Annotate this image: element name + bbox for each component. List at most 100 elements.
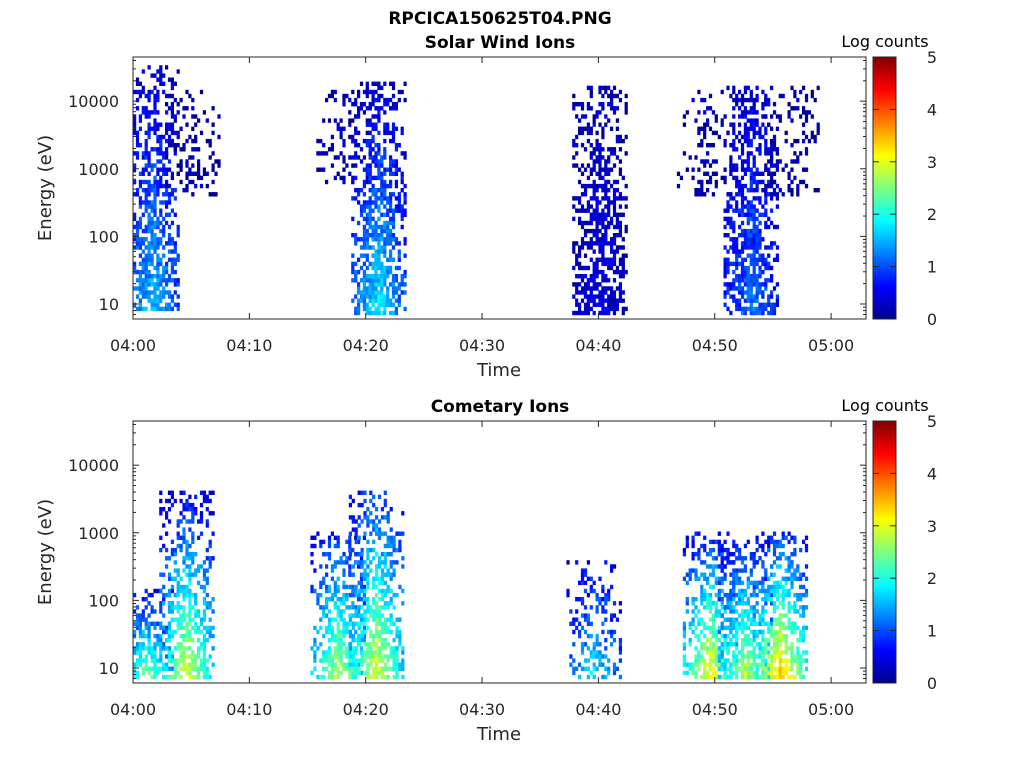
- spectrogram-cell: [176, 543, 180, 549]
- spectrogram-cell: [618, 646, 623, 651]
- spectrogram-cell: [336, 621, 340, 626]
- spectrogram-cell: [572, 666, 576, 671]
- spectrogram-cell: [595, 159, 599, 164]
- spectrogram-cell: [374, 163, 378, 168]
- spectrogram-cell: [144, 646, 148, 651]
- spectrogram-cell: [700, 138, 704, 144]
- spectrogram-cell: [133, 629, 137, 635]
- spectrogram-cell: [775, 192, 780, 197]
- spectrogram-cell: [366, 625, 370, 631]
- spectrogram-cell: [363, 670, 367, 676]
- spectrogram-cell: [386, 658, 390, 663]
- spectrogram-cell: [366, 552, 370, 557]
- spectrogram-cell: [211, 646, 215, 651]
- spectrogram-cell: [167, 138, 172, 144]
- spectrogram-cell: [598, 200, 602, 205]
- spectrogram-cell: [615, 249, 620, 254]
- spectrogram-cell: [365, 118, 369, 123]
- spectrogram-cell: [197, 147, 201, 152]
- spectrogram-cell: [144, 617, 148, 622]
- spectrogram-cell: [772, 192, 777, 197]
- spectrogram-cell: [767, 621, 771, 626]
- spectrogram-cell: [395, 666, 399, 671]
- spectrogram-cell: [720, 588, 724, 594]
- spectrogram-cell: [348, 629, 353, 635]
- spectrogram-cell: [604, 666, 608, 671]
- spectrogram-cell: [182, 613, 186, 618]
- spectrogram-cell: [772, 650, 777, 655]
- spectrogram-cell: [790, 143, 794, 148]
- spectrogram-cell: [342, 666, 346, 671]
- spectrogram-cell: [357, 200, 361, 205]
- spectrogram-cell: [398, 617, 402, 622]
- spectrogram-cell: [386, 539, 390, 545]
- spectrogram-cell: [790, 605, 794, 610]
- spectrogram-cell: [374, 159, 378, 164]
- spectrogram-cell: [752, 310, 756, 316]
- spectrogram-cell: [176, 143, 180, 148]
- spectrogram-cell: [345, 654, 349, 659]
- spectrogram-cell: [685, 539, 689, 545]
- spectrogram-cell: [386, 220, 390, 226]
- spectrogram-cell: [386, 294, 390, 299]
- spectrogram-cell: [170, 278, 175, 283]
- spectrogram-cell: [400, 216, 404, 222]
- spectrogram-cell: [793, 605, 797, 610]
- spectrogram-cell: [185, 539, 189, 545]
- spectrogram-cell: [185, 633, 189, 639]
- spectrogram-cell: [711, 601, 716, 606]
- spectrogram-cell: [610, 617, 614, 622]
- spectrogram-cell: [366, 674, 370, 680]
- spectrogram-cell: [147, 282, 151, 287]
- spectrogram-cell: [735, 200, 739, 205]
- spectrogram-cell: [153, 196, 157, 201]
- spectrogram-cell: [714, 629, 718, 635]
- spectrogram-cell: [153, 274, 157, 279]
- spectrogram-cell: [793, 159, 797, 164]
- spectrogram-cell: [772, 224, 777, 230]
- spectrogram-cell: [375, 601, 379, 606]
- spectrogram-cell: [607, 102, 611, 107]
- spectrogram-cell: [173, 592, 177, 598]
- spectrogram-cell: [330, 674, 335, 680]
- spectrogram-cell: [592, 282, 596, 287]
- spectrogram-cell: [398, 584, 402, 590]
- spectrogram-cell: [778, 552, 782, 557]
- spectrogram-cell: [362, 208, 367, 213]
- spectrogram-cell: [770, 208, 774, 213]
- spectrogram-cell: [755, 257, 759, 262]
- spectrogram-cell: [176, 592, 180, 598]
- spectrogram-cell: [601, 257, 605, 262]
- spectrogram-cell: [778, 592, 782, 598]
- spectrogram-cell: [165, 179, 169, 185]
- spectrogram-cell: [714, 580, 718, 586]
- spectrogram-cell: [802, 609, 806, 614]
- spectrogram-cell: [743, 204, 748, 209]
- spectrogram-cell: [202, 490, 207, 495]
- spectrogram-cell: [615, 666, 620, 671]
- spectrogram-cell: [732, 175, 736, 181]
- spectrogram-cell: [714, 118, 718, 123]
- spectrogram-cell: [572, 629, 576, 635]
- spectrogram-cell: [592, 269, 596, 275]
- spectrogram-cell: [348, 539, 352, 545]
- spectrogram-cell: [752, 605, 756, 610]
- spectrogram-cell: [144, 588, 148, 594]
- spectrogram-cell: [357, 155, 361, 160]
- colorbar-tick-label: 5: [927, 412, 937, 431]
- spectrogram-cell: [772, 257, 777, 262]
- spectrogram-cell: [327, 638, 332, 643]
- spectrogram-cell: [159, 220, 163, 226]
- spectrogram-cell: [694, 670, 698, 676]
- spectrogram-cell: [802, 613, 806, 618]
- spectrogram-cell: [735, 237, 739, 242]
- spectrogram-cell: [612, 302, 617, 307]
- spectrogram-cell: [380, 646, 385, 651]
- spectrogram-cell: [752, 629, 756, 635]
- spectrogram-cell: [392, 605, 396, 610]
- spectrogram-cell: [153, 85, 157, 91]
- spectrogram-cell: [159, 306, 163, 312]
- spectrogram-cell: [377, 257, 381, 262]
- spectrogram-cell: [348, 617, 353, 622]
- spectrogram-cell: [369, 654, 373, 659]
